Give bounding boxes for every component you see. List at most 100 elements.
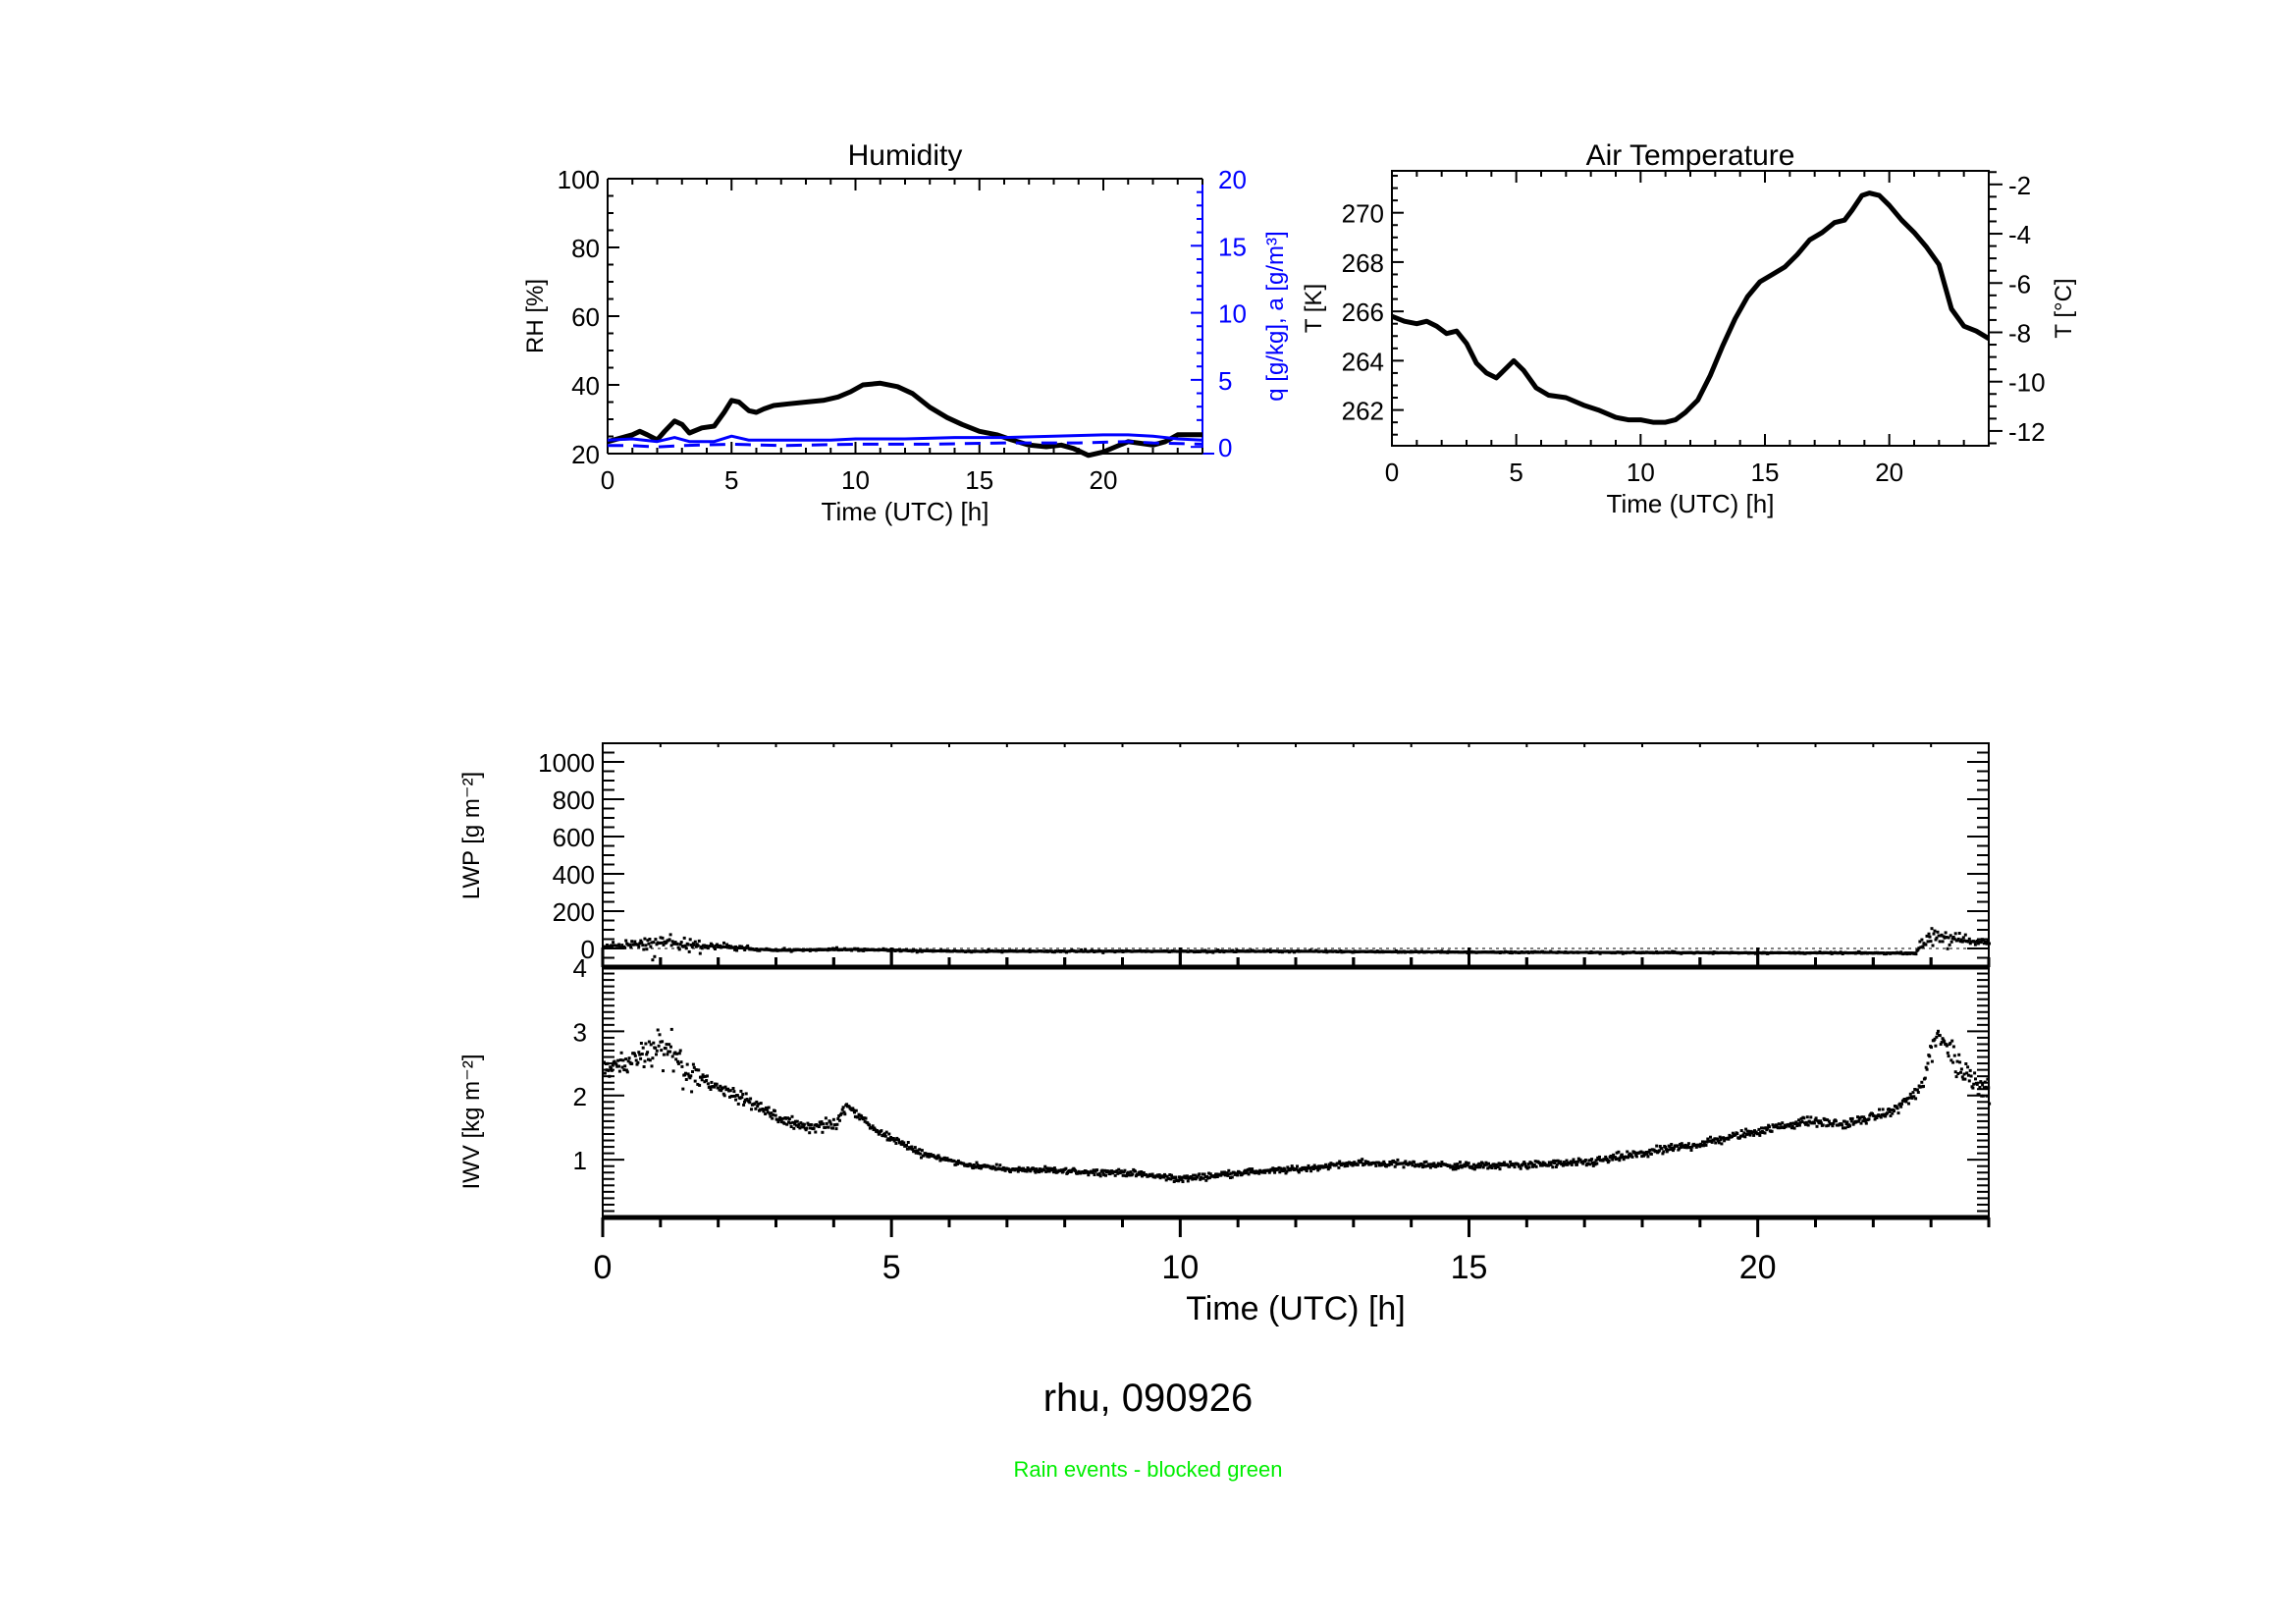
data-point	[829, 1122, 833, 1126]
data-point	[883, 1134, 887, 1138]
data-point	[701, 1073, 705, 1077]
data-point	[1841, 1123, 1844, 1127]
data-point	[740, 1096, 744, 1100]
data-point	[698, 951, 702, 955]
data-point	[719, 1084, 722, 1088]
data-point	[1842, 1119, 1846, 1123]
data-point	[1438, 1163, 1442, 1166]
data-point	[1229, 1171, 1233, 1175]
data-point	[1337, 1165, 1341, 1169]
data-point	[1204, 1178, 1208, 1182]
data-point	[717, 1086, 721, 1090]
data-point	[718, 1088, 721, 1092]
data-point	[1754, 1130, 1758, 1134]
data-point	[1047, 1169, 1051, 1173]
data-point	[605, 1068, 609, 1072]
data-point	[1467, 1162, 1470, 1165]
data-point	[1949, 934, 1952, 938]
data-point	[827, 1125, 830, 1129]
data-point	[1680, 1142, 1683, 1146]
data-point	[705, 945, 709, 948]
data-point	[988, 1164, 991, 1168]
data-point	[1884, 1114, 1888, 1118]
data-point	[1434, 1164, 1438, 1168]
data-point	[1373, 1162, 1377, 1165]
data-point	[606, 1061, 610, 1065]
data-point	[699, 1075, 703, 1079]
data-point	[1394, 1161, 1398, 1164]
data-point	[824, 1125, 827, 1129]
data-point	[1967, 937, 1971, 941]
data-point	[1128, 1173, 1132, 1177]
data-point	[1968, 1068, 1972, 1072]
data-point	[972, 1163, 976, 1166]
data-point	[753, 1102, 757, 1106]
data-point	[684, 1071, 687, 1075]
data-point	[770, 1111, 774, 1115]
data-point	[1569, 1162, 1572, 1165]
data-point	[1678, 1147, 1682, 1151]
data-point	[919, 1152, 923, 1156]
data-point	[1766, 1126, 1770, 1130]
data-point	[685, 1062, 689, 1066]
data-point	[1789, 1121, 1792, 1125]
data-point	[1974, 1077, 1977, 1081]
data-point	[1022, 1166, 1026, 1170]
data-point	[1496, 1164, 1500, 1168]
data-point	[1244, 1171, 1248, 1175]
data-point	[1379, 1163, 1383, 1167]
data-point	[1021, 1168, 1025, 1172]
data-point	[773, 1109, 776, 1112]
data-point	[1595, 1162, 1599, 1165]
data-point	[1300, 1168, 1304, 1172]
x-tick-label: 20	[1739, 1249, 1777, 1286]
data-point	[814, 1130, 818, 1134]
data-point	[1284, 1171, 1288, 1175]
data-point	[1546, 1163, 1550, 1167]
data-point	[787, 1117, 791, 1121]
data-point	[659, 1040, 663, 1044]
data-point	[1916, 947, 1920, 951]
data-point	[1411, 1163, 1415, 1167]
data-point	[854, 1109, 858, 1112]
data-point	[743, 1098, 747, 1102]
data-point	[1561, 1163, 1564, 1165]
data-point	[1745, 1132, 1748, 1136]
data-point	[1581, 1162, 1585, 1165]
data-point	[766, 1110, 770, 1114]
data-point	[1016, 1169, 1020, 1173]
data-point	[1613, 1156, 1617, 1160]
data-point	[1831, 1124, 1835, 1128]
data-point	[1554, 1165, 1558, 1168]
data-point	[889, 1136, 893, 1139]
data-point	[868, 1123, 871, 1127]
data-point	[1896, 1111, 1900, 1115]
data-point	[1230, 1175, 1234, 1179]
data-point	[1625, 1156, 1629, 1160]
data-point	[662, 1069, 665, 1073]
data-point	[1590, 1158, 1594, 1162]
data-point	[1855, 1119, 1859, 1123]
data-point	[922, 1154, 926, 1158]
data-point	[1564, 1162, 1568, 1165]
data-point	[1618, 1159, 1622, 1163]
y-tick-label: 268	[1342, 248, 1384, 278]
data-point	[1873, 1117, 1877, 1121]
data-point	[1162, 1175, 1166, 1179]
data-point	[1946, 947, 1949, 950]
data-point	[756, 1105, 760, 1109]
data-point	[1361, 1158, 1364, 1162]
data-point	[1297, 1170, 1301, 1174]
data-point	[1708, 1139, 1712, 1143]
data-point	[608, 1074, 612, 1078]
data-point	[916, 1149, 920, 1153]
data-point	[614, 1062, 618, 1066]
data-point	[860, 1114, 864, 1118]
data-point	[641, 944, 645, 947]
data-point	[1222, 1172, 1225, 1176]
data-point	[647, 942, 651, 946]
data-point	[702, 944, 706, 947]
data-point	[909, 1147, 913, 1151]
data-point	[691, 1062, 695, 1066]
data-point	[1281, 1169, 1285, 1173]
